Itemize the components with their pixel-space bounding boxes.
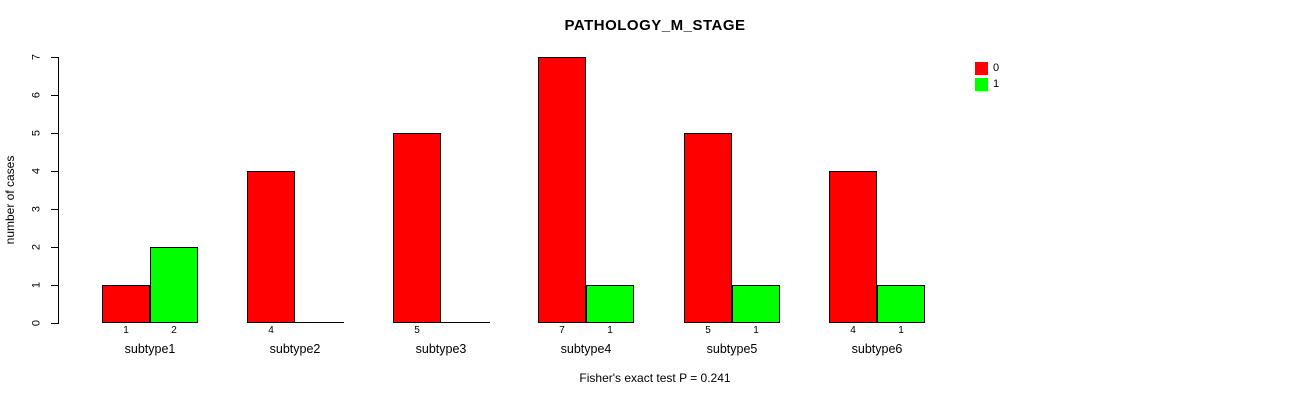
bar-1-subtype2-zero-line [295, 322, 344, 323]
legend-item-1: 1 [975, 78, 999, 91]
x-category-label-subtype1: subtype1 [124, 342, 176, 356]
y-axis-tick [51, 171, 58, 172]
bar-value-label: 1 [123, 325, 129, 336]
bar-value-label: 4 [850, 325, 856, 336]
x-category-label-subtype2: subtype2 [269, 342, 321, 356]
bar-0-subtype6 [829, 171, 877, 323]
y-axis-tick-label: 1 [30, 281, 43, 289]
y-axis-title: number of cases [3, 155, 17, 245]
y-axis-tick-label: 6 [30, 91, 43, 99]
bar-1-subtype6 [877, 285, 925, 323]
y-axis-tick-label: 7 [30, 53, 43, 61]
legend-item-0: 0 [975, 62, 999, 75]
bar-1-subtype5 [732, 285, 780, 323]
x-category-label-subtype6: subtype6 [851, 342, 903, 356]
bar-0-subtype1 [102, 285, 150, 323]
bar-value-label: 5 [705, 325, 711, 336]
y-axis-tick-label: 3 [30, 205, 43, 213]
y-axis-tick-label: 2 [30, 243, 43, 251]
y-axis-tick-label: 0 [30, 319, 43, 327]
y-axis-tick [51, 95, 58, 96]
legend-swatch-green [975, 78, 988, 91]
x-category-label-subtype4: subtype4 [560, 342, 612, 356]
y-axis-tick [51, 133, 58, 134]
legend-label-0: 0 [993, 62, 1000, 74]
legend-swatch-red [975, 62, 988, 75]
bar-value-label: 1 [898, 325, 904, 336]
bar-value-label: 1 [607, 325, 613, 336]
x-category-label-subtype5: subtype5 [706, 342, 758, 356]
bar-value-label: 2 [171, 325, 177, 336]
y-axis-tick [51, 323, 58, 324]
legend-label-1: 1 [993, 78, 1000, 90]
bar-value-label: 5 [414, 325, 420, 336]
x-category-label-subtype3: subtype3 [415, 342, 467, 356]
bar-1-subtype3-zero-line [441, 322, 490, 323]
y-axis-tick [51, 247, 58, 248]
legend: 0 1 [975, 62, 999, 94]
y-axis-tick-label: 5 [30, 129, 43, 137]
bar-value-label: 7 [559, 325, 565, 336]
y-axis-tick [51, 209, 58, 210]
bar-1-subtype1 [150, 247, 198, 323]
bar-value-label: 1 [753, 325, 759, 336]
bar-value-label: 4 [268, 325, 274, 336]
chart-title: PATHOLOGY_M_STAGE [564, 17, 746, 34]
y-axis-tick-label: 4 [30, 167, 43, 175]
y-axis-tick [51, 57, 58, 58]
bar-0-subtype3 [393, 133, 441, 323]
bar-0-subtype2 [247, 171, 295, 323]
bar-0-subtype5 [684, 133, 732, 323]
footer-annotation: Fisher's exact test P = 0.241 [579, 371, 731, 385]
bar-1-subtype4 [586, 285, 634, 323]
y-axis-tick [51, 285, 58, 286]
y-axis-line [58, 57, 59, 324]
bar-0-subtype4 [538, 57, 586, 323]
